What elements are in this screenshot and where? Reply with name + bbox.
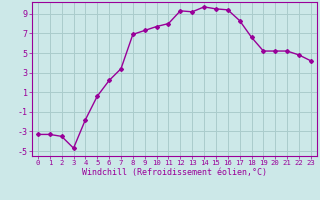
- X-axis label: Windchill (Refroidissement éolien,°C): Windchill (Refroidissement éolien,°C): [82, 168, 267, 177]
